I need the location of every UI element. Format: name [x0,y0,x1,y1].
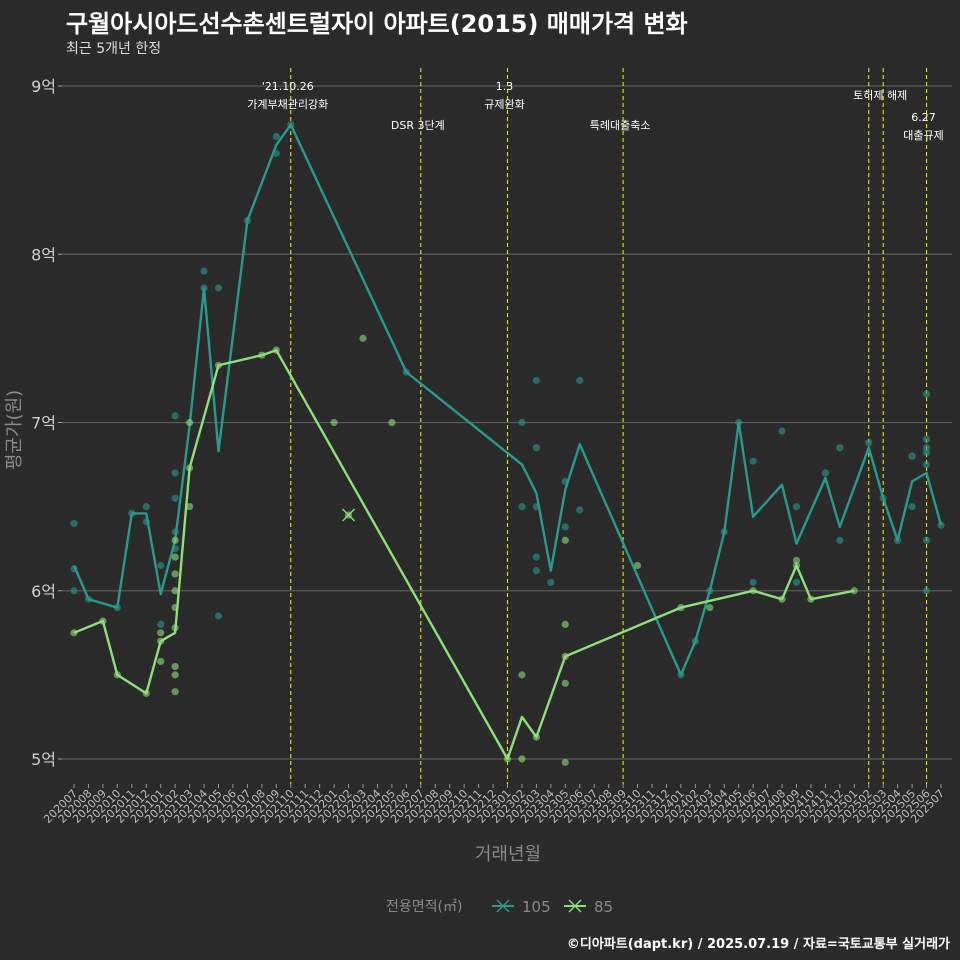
data-point [836,536,844,544]
y-axis-label: 평균가(원) [4,390,25,470]
data-point [922,435,931,443]
data-point [272,132,280,141]
data-point [70,519,78,528]
event-label: 대출규제 [903,129,943,142]
series-line [72,123,943,677]
data-point [214,612,223,620]
data-point [850,587,858,595]
y-tick-label: 9억 [31,77,56,96]
data-point [836,444,844,452]
source-caption: ©디아파트(dapt.kr) / 2025.07.19 / 자료=국토교통부 실… [566,937,950,952]
data-point [171,469,179,477]
data-point [388,418,396,427]
event-label: 1.3 [496,80,514,93]
data-point [561,758,569,766]
data-point [778,427,786,435]
axis-layer: 5억6억7억8억9억202007202008202009202010202011… [31,77,947,826]
data-point [561,620,569,629]
data-point [532,553,541,561]
data-point [186,418,194,427]
data-point [70,587,78,595]
series-line [73,349,855,761]
data-point [157,561,165,570]
data-point [171,536,179,544]
data-point [532,444,541,452]
data-point [157,620,165,629]
data-point [518,418,526,427]
data-point [171,553,179,561]
event-label: 가계부채관리강화 [247,98,328,111]
y-tick-label: 5억 [31,750,56,769]
data-point [171,671,179,679]
data-point [922,444,931,452]
legend-swatch-marker [568,899,582,913]
y-tick-label: 7억 [31,414,56,433]
legend-swatch-marker [496,899,510,913]
data-point [518,503,526,511]
data-point [749,457,757,465]
data-point [633,561,642,570]
event-label: 6.27 [911,111,936,124]
event-label: '21.10.26 [262,80,314,93]
y-tick-label: 6억 [31,582,56,601]
data-point [922,390,931,398]
legend-label: 85 [594,898,613,916]
y-tick-label: 8억 [31,245,56,264]
data-point [157,657,165,666]
event-label: 토허제 해제 [853,88,907,102]
data-point [518,671,526,679]
data-point [532,566,541,575]
data-point [200,267,208,275]
data-point [171,570,179,578]
event-label: DSR 3단계 [391,119,445,132]
data-point [359,334,367,342]
data-point [186,503,194,511]
data-point [532,376,541,385]
data-point [214,284,223,292]
data-point [157,629,165,637]
data-point [171,412,179,420]
data-point [792,556,801,565]
data-point [792,503,801,511]
chart-subtitle: 최근 5개년 한정 [66,41,162,57]
data-point [171,688,179,696]
data-point [171,662,179,671]
chart-title: 구월아시아드선수촌센트럴자이 아파트(2015) 매매가격 변화 [66,10,688,38]
event-label: 규제완화 [484,98,524,111]
data-point [706,603,714,612]
data-point [561,523,569,531]
legend-label: 105 [522,898,551,916]
data-point [576,376,584,385]
data-point [330,418,338,427]
data-point [922,587,931,595]
data-point [576,506,584,514]
data-point [792,578,801,586]
data-point [749,578,757,586]
data-point [821,469,830,477]
data-point [908,503,916,511]
data-point [171,494,179,502]
data-point [561,536,569,544]
series-layer [70,121,945,766]
data-point [922,460,931,469]
legend-title: 전용면적(㎡) [386,899,462,915]
data-point [908,452,916,460]
cross-marker [342,508,356,522]
data-point [518,755,526,763]
data-point [865,439,873,447]
data-point [561,679,569,687]
event-label: 특례대출축소 [590,119,651,132]
data-point [937,521,945,529]
x-axis-label: 거래년월 [475,844,541,865]
legend: 전용면적(㎡) 105 85 [386,898,613,916]
data-point [922,449,931,457]
data-point [142,503,150,511]
data-point [547,578,555,586]
data-point [922,536,931,544]
data-point [171,587,179,595]
